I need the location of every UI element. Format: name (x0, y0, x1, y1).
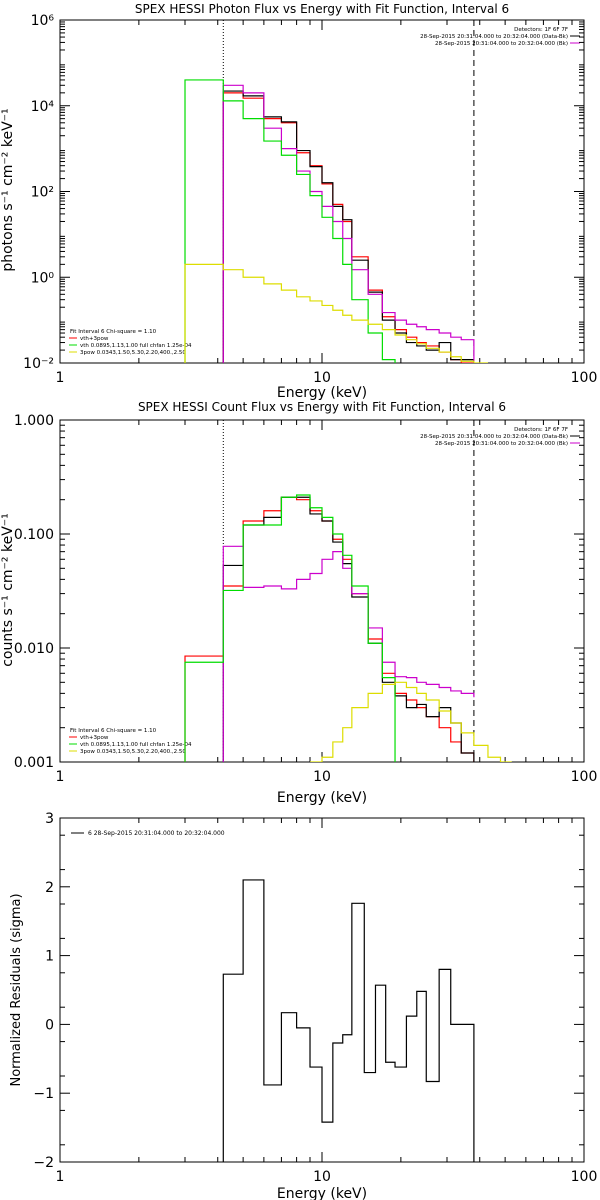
count-flux-y-tick-label: 0.100 (14, 527, 54, 543)
count-flux-panel: SPEX HESSI Count Flux vs Energy with Fit… (0, 400, 597, 806)
photon-flux-fit-legend-text: 3pow 0.0343,1.50,5.30,2.20,400.,2.50 (80, 350, 186, 356)
count-flux-x-tick-label: 1 (56, 769, 65, 785)
residuals-legend-label: 6 28-Sep-2015 20:31:04.000 to 20:32:04.0… (88, 830, 225, 837)
photon-flux-y-tick-label: 10⁻² (23, 356, 54, 372)
residuals-y-tick-label: 3 (45, 811, 54, 827)
photon-flux-header-legend-text: 28-Sep-2015 20:31:04.000 to 20:32:04.000… (420, 34, 568, 40)
photon-flux-y-tick-label: 10⁴ (31, 99, 55, 115)
count-flux-y-tick-label: 0.010 (14, 641, 54, 657)
photon-flux-x-tick-label: 1 (56, 370, 65, 386)
count-flux-series-line (310, 681, 512, 762)
count-flux-y-tick-label: 0.001 (14, 755, 54, 771)
photon-flux-y-tick-label: 10² (31, 185, 54, 201)
residuals-panel: Normalized Residuals (sigma) Energy (keV… (9, 811, 597, 1200)
residuals-y-tick-label: −1 (33, 1086, 54, 1102)
residuals-x-tick-label: 100 (571, 1169, 598, 1185)
count-flux-fit-legend-text: vth 0.0895,1.13,1.00 full chfan 1.25e-04 (80, 742, 192, 748)
count-flux-header-legend-text: Detectors: 1F 6F 7F (514, 427, 568, 433)
count-flux-fit-legend-text: Fit Interval 6 Chi-square = 1.10 (70, 728, 157, 734)
count-flux-plot-area: 1 10 100 0.001 0.010 0.100 1.000 (14, 413, 597, 785)
residuals-y-axis-label: Normalized Residuals (sigma) (9, 893, 24, 1086)
photon-flux-plot-area: 1 10 100 10⁻² 10⁰ 10² 10⁴ 10⁶ (23, 13, 597, 386)
photon-flux-fit-legend: Fit Interval 6 Chi-square = 1.10vth+3pow… (69, 329, 192, 356)
photon-flux-title: SPEX HESSI Photon Flux vs Energy with Fi… (135, 2, 509, 16)
photon-flux-x-axis-label: Energy (keV) (277, 385, 367, 401)
photon-flux-series-line (184, 263, 488, 363)
residuals-y-tick-label: 1 (45, 949, 54, 965)
count-flux-header-legend-text: 28-Sep-2015 20:31:04.000 to 20:32:04.000… (420, 434, 568, 440)
count-flux-y-axis-label: counts s⁻¹ cm⁻² keV⁻¹ (0, 513, 16, 667)
residuals-y-tick-label: −2 (33, 1155, 54, 1171)
photon-flux-fit-legend-text: vth 0.0895,1.13,1.00 full chfan 1.25e-04 (80, 343, 192, 349)
count-flux-y-tick-label: 1.000 (14, 413, 54, 429)
photon-flux-fit-legend-text: Fit Interval 6 Chi-square = 1.10 (70, 329, 157, 335)
photon-flux-fit-legend-text: vth+3pow (80, 336, 109, 342)
count-flux-fit-legend-text: vth+3pow (80, 735, 109, 741)
count-flux-fit-legend-text: 3pow 0.0343,1.50,5.30,2.20,400.,2.50 (80, 749, 186, 755)
photon-flux-y-axis-label: photons s⁻¹ cm⁻² keV⁻¹ (0, 108, 16, 271)
residuals-x-tick-label: 1 (56, 1169, 65, 1185)
count-flux-x-tick-label: 10 (313, 769, 331, 785)
count-flux-title: SPEX HESSI Count Flux vs Energy with Fit… (138, 400, 506, 414)
residuals-y-tick-label: 0 (45, 1017, 54, 1033)
photon-flux-x-tick-label: 100 (571, 370, 598, 386)
photon-flux-y-tick-label: 10⁰ (31, 270, 55, 286)
residuals-series-line (222, 879, 475, 1162)
residuals-y-tick-label: 2 (45, 880, 54, 896)
residuals-x-tick-label: 10 (313, 1169, 331, 1185)
count-flux-series-line (222, 545, 475, 762)
photon-flux-panel: SPEX HESSI Photon Flux vs Energy with Fi… (0, 2, 597, 401)
photon-flux-series-line (184, 79, 396, 363)
photon-flux-header-legend-text: 28-Sep-2015 20:31:04.000 to 20:32:04.000… (435, 41, 568, 47)
residuals-legend: 6 28-Sep-2015 20:31:04.000 to 20:32:04.0… (71, 830, 225, 837)
photon-flux-y-tick-label: 10⁶ (31, 13, 55, 29)
count-flux-header-legend-text: 28-Sep-2015 20:31:04.000 to 20:32:04.000… (435, 441, 568, 447)
photon-flux-header-legend-text: Detectors: 1F 6F 7F (514, 27, 568, 33)
count-flux-fit-legend: Fit Interval 6 Chi-square = 1.10vth+3pow… (69, 728, 192, 755)
count-flux-x-tick-label: 100 (571, 769, 598, 785)
residuals-x-axis-label: Energy (keV) (277, 1186, 367, 1200)
residuals-plot-area: 1 10 100 −2 −1 0 1 2 3 (33, 811, 597, 1185)
photon-flux-series-line (222, 84, 475, 363)
count-flux-series-line (184, 494, 396, 762)
count-flux-x-axis-label: Energy (keV) (277, 790, 367, 806)
photon-flux-x-tick-label: 10 (313, 370, 331, 386)
